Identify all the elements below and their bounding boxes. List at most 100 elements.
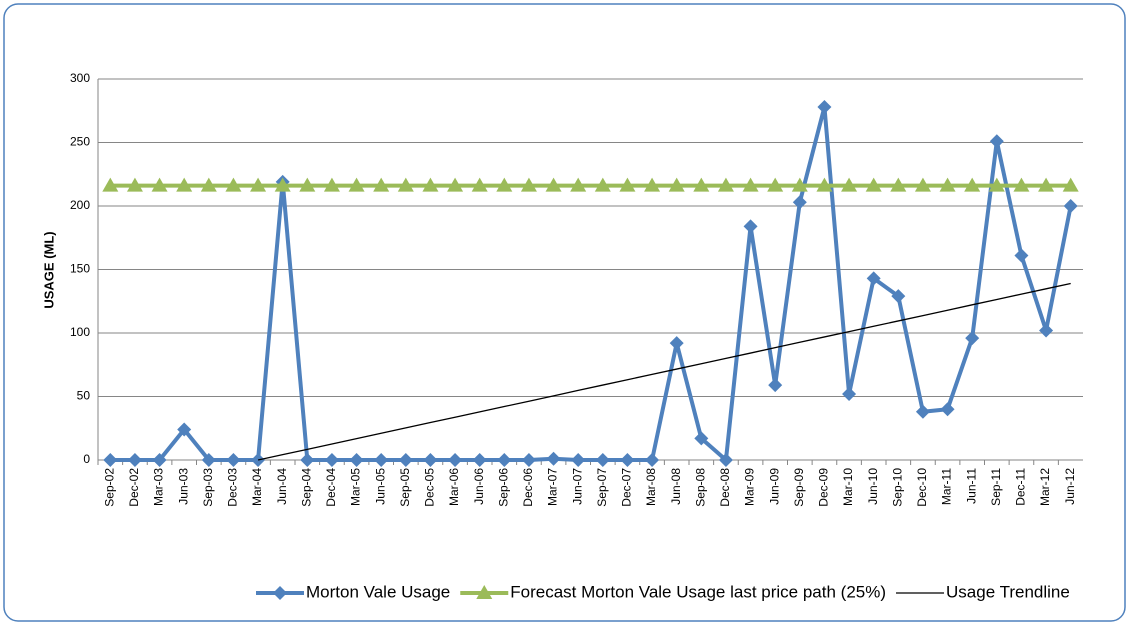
triangle-marker [471, 177, 488, 192]
diamond-marker [521, 453, 536, 467]
y-axis-label: USAGE (ML) [41, 231, 56, 308]
triangle-marker [102, 177, 119, 192]
triangle-marker [299, 177, 316, 192]
diamond-marker [127, 453, 142, 467]
x-tick-label: Mar-07 [546, 468, 560, 506]
x-tick-label: Jun-06 [472, 468, 486, 505]
triangle-marker [1038, 177, 1055, 192]
diamond-marker [201, 453, 216, 467]
x-tick-label: Mar-04 [250, 468, 264, 506]
diamond-marker [1014, 248, 1029, 263]
x-tick-label: Jun-11 [964, 468, 978, 504]
triangle-marker [742, 177, 759, 192]
triangle-marker [397, 177, 414, 192]
diamond-marker [398, 453, 413, 467]
x-tick-label: Dec-02 [127, 468, 141, 507]
legend-marker [476, 585, 493, 599]
diamond-marker [915, 404, 930, 419]
diamond-marker [349, 453, 364, 467]
diamond-marker [718, 453, 733, 467]
triangle-marker [126, 177, 143, 192]
x-tick-label: Sep-08 [693, 468, 707, 507]
diamond-marker [620, 453, 635, 467]
y-tick-label: 0 [83, 452, 90, 466]
diamond-marker [324, 453, 339, 467]
diamond-marker [423, 453, 438, 467]
triangle-marker [939, 177, 956, 192]
triangle-marker [176, 177, 193, 192]
triangle-marker [422, 177, 439, 192]
diamond-marker [669, 336, 684, 351]
x-tick-label: Dec-08 [718, 468, 732, 507]
diamond-marker [817, 99, 832, 114]
triangle-marker [644, 177, 661, 192]
x-tick-label: Mar-11 [940, 468, 954, 505]
triangle-marker [200, 177, 217, 192]
legend-label: Morton Vale Usage [306, 582, 450, 601]
x-tick-label: Sep-02 [102, 468, 116, 507]
y-tick-label: 150 [70, 262, 90, 276]
triangle-marker [570, 177, 587, 192]
x-tick-label: Dec-09 [817, 468, 831, 507]
triangle-marker [594, 177, 611, 192]
x-tick-label: Jun-08 [669, 468, 683, 505]
x-tick-label: Sep-06 [496, 468, 510, 507]
diamond-marker [152, 453, 167, 467]
x-tick-label: Sep-07 [595, 468, 609, 507]
diamond-marker [743, 219, 758, 234]
diamond-marker [374, 453, 389, 467]
triangle-marker [988, 177, 1005, 192]
diamond-marker [497, 453, 512, 467]
x-tick-label: Dec-10 [915, 468, 929, 507]
x-tick-label: Jun-10 [866, 468, 880, 505]
x-tick-label: Sep-10 [890, 468, 904, 507]
triangle-marker [767, 177, 784, 192]
x-tick-label: Jun-05 [373, 468, 387, 505]
triangle-marker [447, 177, 464, 192]
triangle-marker [668, 177, 685, 192]
triangle-marker [274, 177, 291, 192]
diamond-marker [940, 402, 955, 417]
diamond-marker [866, 271, 881, 286]
x-tick-label: Mar-12 [1038, 468, 1052, 506]
diamond-marker [694, 431, 709, 446]
diamond-marker [448, 453, 463, 467]
y-tick-label: 200 [70, 198, 90, 212]
triangle-marker [964, 177, 981, 192]
triangle-marker [890, 177, 907, 192]
x-tick-label: Jun-12 [1063, 468, 1077, 505]
triangle-marker [1013, 177, 1030, 192]
triangle-marker [545, 177, 562, 192]
diamond-marker [965, 331, 980, 346]
x-tick-label: Dec-03 [226, 468, 240, 507]
legend-label: Usage Trendline [946, 582, 1070, 601]
y-tick-label: 250 [70, 135, 90, 149]
diamond-marker [989, 134, 1004, 149]
y-tick-label: 100 [70, 325, 90, 339]
series-line [257, 282, 1071, 461]
diamond-marker [177, 422, 192, 437]
triangle-marker [693, 177, 710, 192]
x-tick-label: Jun-09 [767, 468, 781, 505]
x-tick-label: Dec-11 [1014, 468, 1028, 506]
diamond-marker [103, 453, 118, 467]
diamond-marker [472, 453, 487, 467]
x-tick-label: Jun-04 [275, 468, 289, 505]
diamond-marker [1063, 199, 1078, 213]
chart-border [3, 3, 1126, 622]
y-tick-label: 300 [70, 71, 90, 85]
x-tick-label: Dec-07 [620, 468, 634, 507]
x-tick-label: Mar-05 [349, 468, 363, 506]
triangle-marker [791, 177, 808, 192]
triangle-marker [250, 177, 267, 192]
diamond-marker [768, 378, 783, 393]
x-tick-label: Dec-06 [521, 468, 535, 507]
diamond-marker [571, 453, 586, 467]
diamond-marker [595, 453, 610, 467]
triangle-marker [865, 177, 882, 192]
triangle-marker [496, 177, 513, 192]
diamond-marker [546, 451, 561, 466]
diamond-marker [226, 453, 241, 467]
x-tick-label: Sep-03 [201, 468, 215, 507]
